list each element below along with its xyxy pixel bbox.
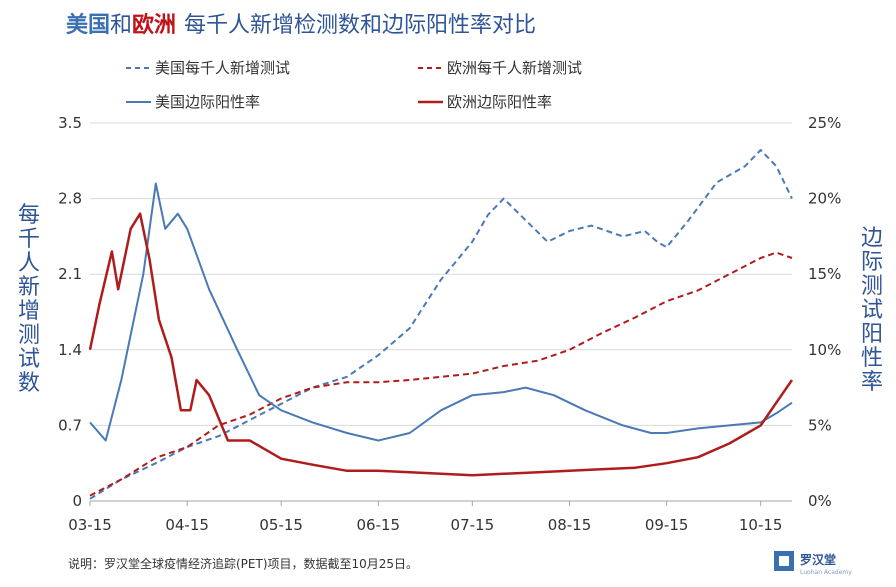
x-axis: 03-15 04-15 05-15 06-15 07-15 08-15 09-15 10-15 bbox=[68, 500, 792, 534]
chart-title: 美国和欧洲 每千人新增检测数和边际阳性率对比 bbox=[66, 12, 536, 38]
y-left-tick-label: 3.5 bbox=[58, 114, 82, 132]
legend-label-us-positivity: 美国边际阳性率 bbox=[155, 93, 260, 111]
x-tick-label: 05-15 bbox=[259, 516, 303, 534]
series-line-2 bbox=[89, 182, 793, 442]
series-line-1 bbox=[89, 251, 793, 497]
y-right-tick-label: 0% bbox=[808, 492, 832, 510]
title-us: 美国 bbox=[66, 12, 110, 38]
y-right-tick-label: 15% bbox=[808, 265, 841, 283]
legend-label-us-tests: 美国每千人新增测试 bbox=[155, 59, 290, 77]
y-left-tick-label: 2.8 bbox=[58, 190, 82, 208]
legend-label-eu-tests: 欧洲每千人新增测试 bbox=[447, 59, 582, 77]
series-lines bbox=[88, 149, 794, 500]
luohan-logo: 罗汉堂 Luohan Academy bbox=[774, 551, 852, 576]
y-left-tick-label: 2.1 bbox=[58, 265, 82, 283]
series-line-0 bbox=[89, 149, 793, 500]
x-tick-label: 07-15 bbox=[451, 516, 495, 534]
legend-label-eu-positivity: 欧洲边际阳性率 bbox=[447, 93, 552, 111]
series-line-3 bbox=[88, 212, 794, 477]
title-eu: 欧洲 bbox=[132, 12, 176, 38]
x-tick-label: 08-15 bbox=[548, 516, 592, 534]
x-tick-label: 03-15 bbox=[68, 516, 112, 534]
y-axis-right: 0% 5% 10% 15% 20% 25% bbox=[808, 114, 841, 510]
y-axis-right-label: 边际测试阳性率 bbox=[861, 226, 883, 395]
y-left-tick-label: 1.4 bbox=[58, 341, 82, 359]
x-tick-label: 09-15 bbox=[645, 516, 689, 534]
legend: 美国每千人新增测试 欧洲每千人新增测试 美国边际阳性率 欧洲边际阳性率 bbox=[126, 59, 582, 111]
y-right-tick-label: 25% bbox=[808, 114, 841, 132]
footnote: 说明：罗汉堂全球疫情经济追踪(PET)项目，数据截至10月25日。 bbox=[68, 556, 418, 571]
y-axis-left: 0 0.7 1.4 2.1 2.8 3.5 bbox=[58, 114, 82, 510]
y-right-tick-label: 5% bbox=[808, 416, 832, 434]
x-tick-label: 06-15 bbox=[357, 516, 401, 534]
x-tick-label: 10-15 bbox=[739, 516, 783, 534]
gridlines bbox=[90, 122, 792, 502]
y-left-tick-label: 0.7 bbox=[58, 416, 82, 434]
y-right-tick-label: 10% bbox=[808, 341, 841, 359]
title-and: 和 bbox=[110, 13, 132, 38]
logo-subtext: Luohan Academy bbox=[800, 569, 852, 576]
x-tick-label: 04-15 bbox=[165, 516, 209, 534]
y-axis-left-label: 每千人新增测试数 bbox=[18, 203, 40, 396]
y-left-tick-label: 0 bbox=[72, 492, 82, 510]
title-rest: 每千人新增检测数和边际阳性率对比 bbox=[184, 13, 536, 38]
y-right-tick-label: 20% bbox=[808, 190, 841, 208]
logo-text: 罗汉堂 bbox=[800, 552, 836, 567]
